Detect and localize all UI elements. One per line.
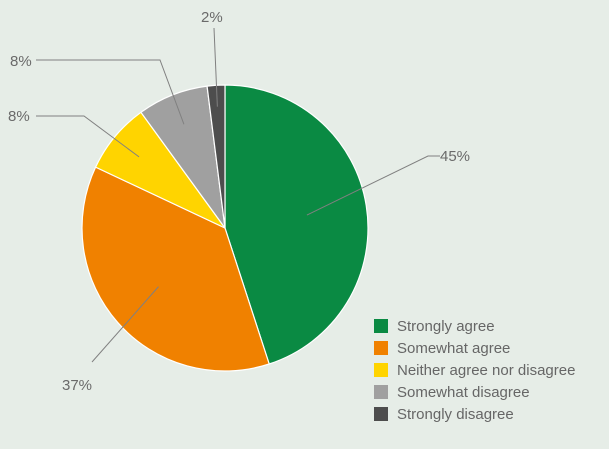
leader-lines <box>36 27 440 363</box>
legend-item-strongly-disagree: Strongly disagree <box>374 403 609 425</box>
legend-label: Neither agree nor disagree <box>397 361 576 379</box>
leader-line-somewhat-disagree <box>36 59 185 125</box>
legend-label: Strongly agree <box>397 317 495 335</box>
legend: Strongly agree Somewhat agree Neither ag… <box>374 315 609 425</box>
legend-item-somewhat-disagree: Somewhat disagree <box>374 381 609 403</box>
legend-item-strongly-agree: Strongly agree <box>374 315 609 337</box>
legend-label: Somewhat disagree <box>397 383 530 401</box>
data-label-somewhat-agree: 37% <box>62 377 92 394</box>
legend-swatch <box>374 319 388 333</box>
legend-swatch <box>374 407 388 421</box>
data-label-neither: 8% <box>8 108 30 125</box>
data-label-strongly-disagree: 2% <box>201 9 223 26</box>
pie-slices <box>81 84 369 372</box>
legend-item-somewhat-agree: Somewhat agree <box>374 337 609 359</box>
legend-swatch <box>374 385 388 399</box>
legend-label: Strongly disagree <box>397 405 514 423</box>
legend-swatch <box>374 341 388 355</box>
legend-swatch <box>374 363 388 377</box>
pie-slice-strongly-agree <box>224 84 369 365</box>
leader-line-somewhat-agree <box>91 286 159 363</box>
slice-labels: 45% 37% 8% 8% 2% <box>8 9 470 394</box>
leader-line-neither <box>36 115 140 158</box>
data-label-somewhat-disagree: 8% <box>10 53 32 70</box>
legend-label: Somewhat agree <box>397 339 511 357</box>
data-label-strongly-agree: 45% <box>440 148 470 165</box>
leader-line-strongly-disagree <box>213 27 218 107</box>
leader-line-strongly-agree <box>306 155 440 216</box>
legend-item-neither: Neither agree nor disagree <box>374 359 609 381</box>
